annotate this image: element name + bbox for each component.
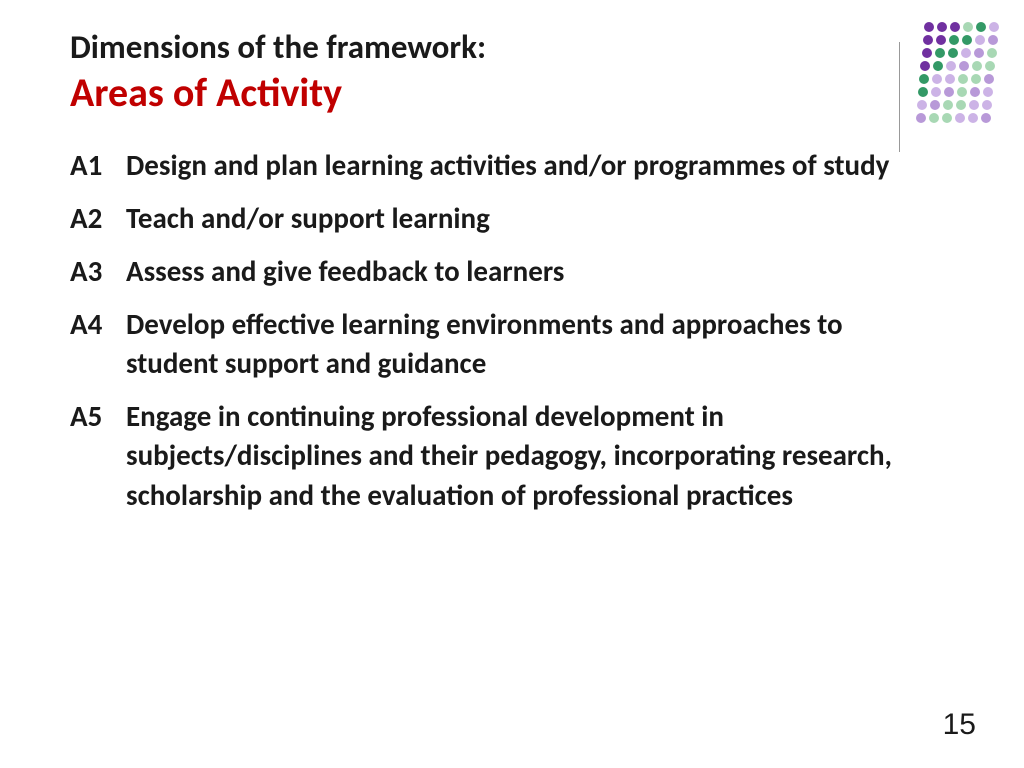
- slide: Dimensions of the framework: Areas of Ac…: [0, 0, 1024, 768]
- dot-icon: [919, 74, 929, 84]
- dot-icon: [971, 74, 981, 84]
- dot-icon: [956, 100, 966, 110]
- dot-icon: [922, 48, 932, 58]
- item-code: A3: [70, 252, 126, 291]
- dot-icon: [955, 113, 965, 123]
- dot-icon: [959, 61, 969, 71]
- dot-icon: [974, 48, 984, 58]
- dot-icon: [961, 48, 971, 58]
- dot-icon: [946, 61, 956, 71]
- dot-icon: [948, 48, 958, 58]
- dot-icon: [917, 100, 927, 110]
- dot-icon: [942, 113, 952, 123]
- dot-icon: [929, 113, 939, 123]
- item-text: Teach and/or support learning: [126, 199, 964, 238]
- list-item: A3 Assess and give feedback to learners: [70, 252, 964, 291]
- dot-icon: [983, 87, 993, 97]
- dot-icon: [932, 74, 942, 84]
- dot-icon: [975, 35, 985, 45]
- item-code: A1: [70, 146, 126, 185]
- dot-icon: [923, 35, 933, 45]
- corner-decoration: [907, 22, 1002, 132]
- dot-icon: [984, 74, 994, 84]
- dot-icon: [949, 35, 959, 45]
- list-item: A5 Engage in continuing professional dev…: [70, 397, 964, 514]
- dot-icon: [982, 100, 992, 110]
- dot-icon: [933, 61, 943, 71]
- list-item: A1 Design and plan learning activities a…: [70, 146, 964, 185]
- dot-icon: [950, 22, 960, 32]
- dot-icon: [972, 61, 982, 71]
- item-code: A5: [70, 397, 126, 514]
- page-number: 15: [943, 708, 976, 742]
- title-line-2: Areas of Activity: [70, 70, 964, 116]
- dot-icon: [989, 22, 999, 32]
- item-text: Assess and give feedback to learners: [126, 252, 964, 291]
- dot-icon: [981, 113, 991, 123]
- dot-icon: [943, 100, 953, 110]
- dot-icon: [945, 74, 955, 84]
- dot-icon: [970, 87, 980, 97]
- dot-icon: [920, 61, 930, 71]
- divider-line: [899, 42, 900, 152]
- dot-icon: [969, 100, 979, 110]
- dot-icon: [976, 22, 986, 32]
- dot-icon: [987, 48, 997, 58]
- dot-grid-icon: [924, 22, 1002, 126]
- dot-icon: [916, 113, 926, 123]
- dot-icon: [924, 22, 934, 32]
- list-item: A2 Teach and/or support learning: [70, 199, 964, 238]
- title-line-1: Dimensions of the framework:: [70, 28, 964, 68]
- item-text: Engage in continuing professional develo…: [126, 397, 964, 514]
- item-code: A4: [70, 305, 126, 383]
- dot-icon: [963, 22, 973, 32]
- dot-icon: [962, 35, 972, 45]
- dot-icon: [985, 61, 995, 71]
- dot-icon: [988, 35, 998, 45]
- dot-icon: [968, 113, 978, 123]
- item-code: A2: [70, 199, 126, 238]
- item-text: Design and plan learning activities and/…: [126, 146, 964, 185]
- dot-icon: [957, 87, 967, 97]
- dot-icon: [935, 48, 945, 58]
- dot-icon: [958, 74, 968, 84]
- item-list: A1 Design and plan learning activities a…: [70, 146, 964, 515]
- dot-icon: [930, 100, 940, 110]
- item-text: Develop effective learning environments …: [126, 305, 964, 383]
- dot-icon: [936, 35, 946, 45]
- list-item: A4 Develop effective learning environmen…: [70, 305, 964, 383]
- dot-icon: [937, 22, 947, 32]
- dot-icon: [918, 87, 928, 97]
- slide-header: Dimensions of the framework: Areas of Ac…: [70, 28, 964, 116]
- dot-icon: [931, 87, 941, 97]
- dot-icon: [944, 87, 954, 97]
